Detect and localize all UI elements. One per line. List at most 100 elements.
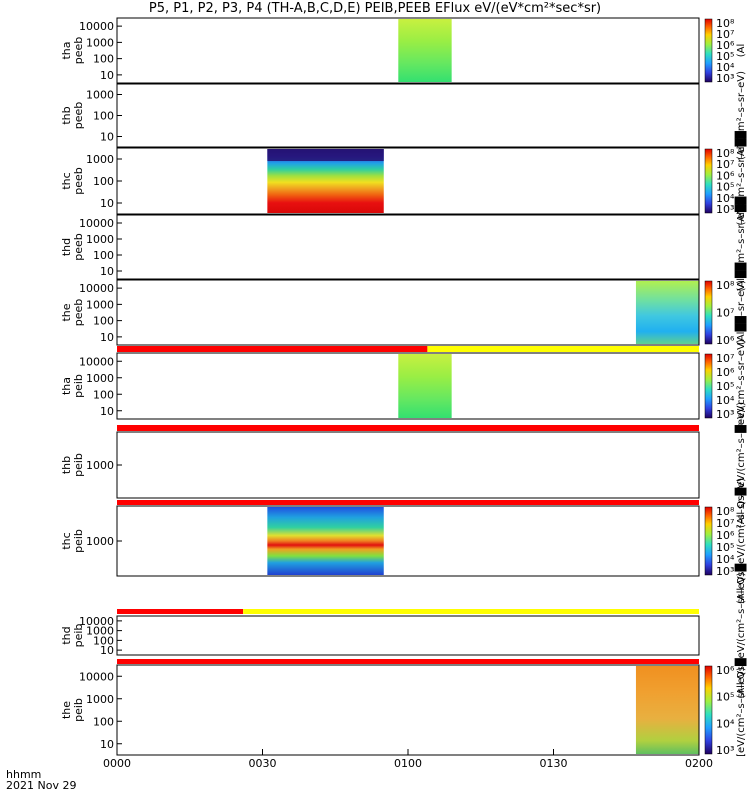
thc_peeb-cbar-tick-0: 10⁸ xyxy=(716,147,735,160)
thd_peib-cbar-label: (All Qs█eV/(cm²–s–sr–eV) xyxy=(734,572,747,698)
the_peeb-ytick-0: 10000 xyxy=(79,282,114,295)
tha_peib-cbar-tick-3: 10⁴ xyxy=(716,394,735,407)
tha_peeb-ytick-2: 100 xyxy=(93,53,114,66)
tha_peeb-cbar-tick-1: 10⁷ xyxy=(716,28,734,41)
tha_peeb-ytick-3: 10 xyxy=(100,69,114,82)
thd_peib-ytick-1: 1000 xyxy=(86,625,114,638)
tha_peeb-data-block-0 xyxy=(398,19,452,82)
tha_peib-ylabel-line2: peib xyxy=(72,374,85,398)
the_peeb-cbar-label: (Al██–sr–eV) xyxy=(734,280,747,345)
thc_peib-panel-frame xyxy=(116,505,700,577)
the_peib-ytick-3: 10 xyxy=(100,738,114,751)
x-tick-2: 0100 xyxy=(394,757,422,770)
tha_peeb-cbar-tick-5: 10³ xyxy=(716,72,734,85)
thc_peeb-ytick-0: 1000 xyxy=(86,153,114,166)
thc_peib-data-block-0 xyxy=(267,507,384,575)
the_peeb-ylabel-line2: peeb xyxy=(72,299,85,327)
thb_peeb-panel-frame xyxy=(116,83,700,148)
thc_peib-ylabel-line1: thc xyxy=(60,532,73,549)
thb_peib-ylabel-line2: peib xyxy=(72,453,85,477)
tha_peib-cbar-tick-2: 10⁵ xyxy=(716,380,734,393)
thb_peeb-ytick-2: 10 xyxy=(100,131,114,144)
thc_peib-cbar-tick-2: 10⁶ xyxy=(716,529,735,542)
tha_peib-ytick-3: 10 xyxy=(100,405,114,418)
flag-bar-0-segment-0 xyxy=(117,346,428,352)
the_peib-colorbar xyxy=(704,665,713,755)
thb_peeb-ytick-0: 1000 xyxy=(86,89,114,102)
thd_peeb-ytick-0: 10000 xyxy=(79,217,114,230)
tha_peeb-cbar-label: (Al xyxy=(736,44,747,58)
flag-bar-3-segment-1 xyxy=(243,609,699,614)
tha_peeb-ytick-0: 10000 xyxy=(79,20,114,33)
the_peib-panel-frame xyxy=(116,664,700,756)
tha_peeb-ylabel-line2: peeb xyxy=(72,37,85,65)
the_peeb-ytick-2: 100 xyxy=(93,315,114,328)
flag-bar-3-segment-0 xyxy=(117,609,244,614)
tha_peeb-ylabel-line1: tha xyxy=(60,41,73,59)
tha_peeb-cbar-tick-4: 10⁴ xyxy=(716,61,735,74)
the_peib-cbar-tick-3: 10³ xyxy=(716,744,734,757)
thc_peeb-cbar-tick-4: 10⁴ xyxy=(716,192,735,205)
the_peib-cbar-label: [eV/(cm²–s–sr–eV)] xyxy=(736,663,747,757)
date-label: 2021 Nov 29 xyxy=(6,779,77,792)
x-tick-1: 0030 xyxy=(249,757,277,770)
tha_peeb-cbar-tick-3: 10⁵ xyxy=(716,50,734,63)
the_peeb-ytick-1: 1000 xyxy=(86,298,114,311)
thd_peeb-ytick-2: 100 xyxy=(93,249,114,262)
thb_peeb-ylabel-line1: thb xyxy=(60,106,73,124)
thc_peeb-cbar-tick-5: 10³ xyxy=(716,203,734,216)
thd_peeb-cbar-label: (Al██m²–s–sr–eV) xyxy=(734,202,747,291)
flag-bar-2-segment-0 xyxy=(117,500,699,505)
the_peib-ytick-2: 100 xyxy=(93,715,114,728)
the_peeb-cbar-tick-2: 10⁶ xyxy=(716,334,735,347)
tha_peeb-cbar-tick-0: 10⁸ xyxy=(716,17,735,30)
flag-bar-0-segment-1 xyxy=(427,346,699,352)
tha_peeb-panel-frame xyxy=(116,17,700,84)
thc_peib-ylabel-line2: peib xyxy=(72,529,85,553)
thd_peib-ytick-0: 10000 xyxy=(79,615,114,628)
thc_peib-cbar-tick-4: 10⁴ xyxy=(716,553,735,566)
tha_peib-cbar-label: █eV/(cm²–s–sr–eV) xyxy=(734,339,747,434)
the_peeb-cbar-tick-0: 10⁸ xyxy=(716,279,735,292)
x-tick-0: 0000 xyxy=(103,757,131,770)
x-tick-4: 0200 xyxy=(685,757,713,770)
thd_peib-panel-frame xyxy=(116,615,700,656)
thc_peeb-ylabel-line1: thc xyxy=(60,172,73,189)
thc_peeb-cbar-tick-3: 10⁵ xyxy=(716,181,734,194)
thc_peib-colorbar xyxy=(704,506,713,576)
thd_peib-ylabel-line1: thd xyxy=(60,626,73,644)
the_peib-ytick-0: 10000 xyxy=(79,670,114,683)
the_peeb-cbar-tick-1: 10⁷ xyxy=(716,307,734,320)
tha_peib-data-block-0 xyxy=(398,354,452,418)
the_peib-ylabel-line2: peib xyxy=(72,698,85,722)
tha_peeb-colorbar xyxy=(704,18,713,83)
the_peib-cbar-tick-1: 10⁵ xyxy=(716,691,734,704)
thc_peib-cbar-tick-5: 10³ xyxy=(716,565,734,578)
thc_peeb-ytick-1: 100 xyxy=(93,175,114,188)
thc_peib-cbar-label: (All Qs█eV/(cm²–s–sr–eV) xyxy=(734,478,747,604)
thb_peib-panel-frame xyxy=(116,431,700,499)
thc_peeb-cbar-label: (Al██m²–s–sr–eV) xyxy=(734,136,747,225)
thd_peeb-panel-frame xyxy=(116,214,700,280)
thc_peib-cbar-tick-3: 10⁵ xyxy=(716,541,734,554)
thb_peib-ylabel-line1: thb xyxy=(60,456,73,474)
time-format-label: hhmm xyxy=(6,768,42,781)
tha_peib-cbar-tick-1: 10⁶ xyxy=(716,366,735,379)
x-tick-3: 0130 xyxy=(540,757,568,770)
the_peeb-panel-frame xyxy=(116,279,700,346)
thb_peeb-ytick-1: 100 xyxy=(93,110,114,123)
chart-title: P5, P1, P2, P3, P4 (TH-A,B,C,D,E) PEIB,P… xyxy=(148,1,602,16)
tha_peib-ytick-1: 1000 xyxy=(86,372,114,385)
the_peeb-data-block-0 xyxy=(635,281,699,344)
thd_peeb-ytick-1: 1000 xyxy=(86,233,114,246)
the_peib-data-block-0 xyxy=(635,666,699,754)
thd_peib-ytick-2: 100 xyxy=(93,634,114,647)
thc_peib-ytick-0: 1000 xyxy=(86,535,114,548)
thc_peeb-cbar-tick-2: 10⁶ xyxy=(716,169,735,182)
thc_peeb-colorbar xyxy=(704,148,713,214)
thc_peeb-cbar-tick-1: 10⁷ xyxy=(716,158,734,171)
flag-bar-1-segment-0 xyxy=(117,425,699,431)
thd_peeb-ylabel-line2: peeb xyxy=(72,233,85,261)
thc_peib-cbar-tick-1: 10⁷ xyxy=(716,517,734,530)
